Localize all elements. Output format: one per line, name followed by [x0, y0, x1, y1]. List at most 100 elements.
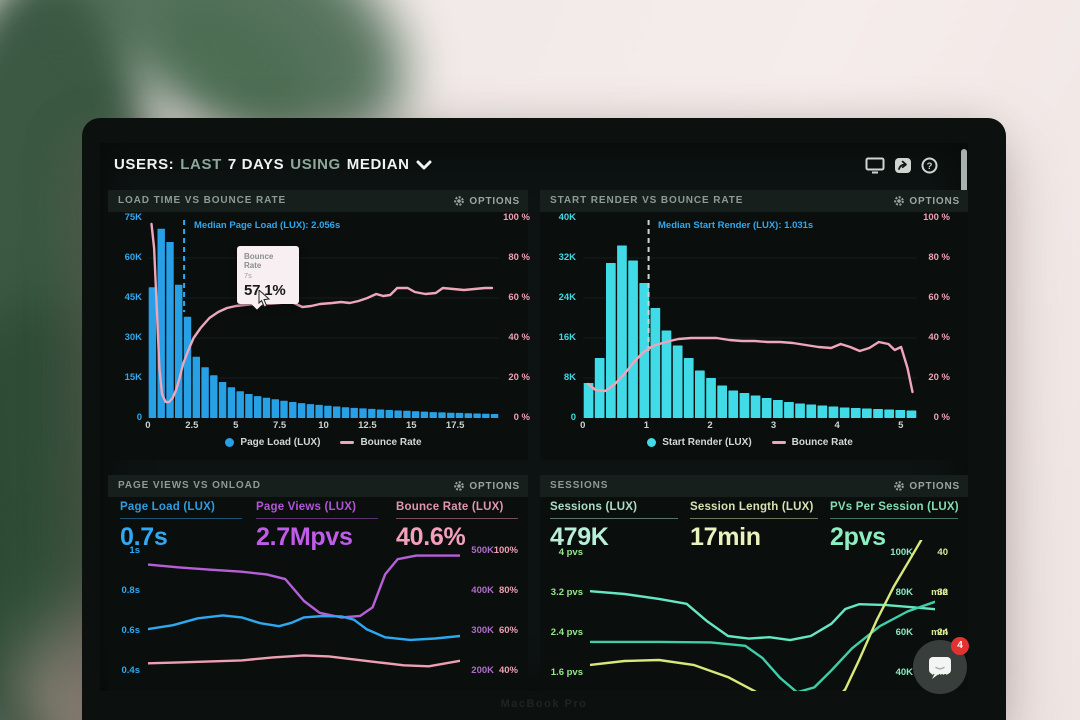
metric-rule: [830, 518, 958, 519]
y-axis-right-sessions-ticks: 100K 80K 60K 40K: [865, 533, 915, 691]
metric-value: 2.7Mpvs: [256, 523, 353, 551]
tick-label: 0.6s: [121, 625, 141, 636]
legend-item-start-render: Start Render (LUX): [647, 437, 752, 448]
tick-label: 32K: [558, 252, 576, 263]
title-days: 7 DAYS: [227, 156, 285, 173]
options-button[interactable]: OPTIONS: [894, 190, 960, 212]
options-button[interactable]: OPTIONS: [894, 475, 960, 497]
tick-label: 80 %: [508, 252, 530, 263]
panel-page-views-vs-onload: PAGE VIEWS VS ONLOAD OPTIONS Page Load (…: [108, 475, 528, 691]
page-title: USERS: LAST 7 DAYS USING MEDIAN: [114, 156, 432, 173]
tick-label: 40 %: [928, 332, 950, 343]
tick-label: 16K: [558, 332, 576, 343]
display-icon[interactable]: [865, 157, 885, 174]
start-render-series-marker: [647, 438, 657, 447]
gear-icon: [894, 481, 905, 491]
tick-label: 0.8s: [121, 585, 141, 596]
tick-label: 0: [580, 420, 586, 431]
metric-rule: [120, 518, 242, 519]
bounce-rate-series-marker: [771, 441, 786, 444]
page-views-line-chart[interactable]: [146, 540, 462, 691]
tick-label: 40 %: [508, 332, 530, 343]
tick-label: 5: [233, 420, 239, 431]
gear-icon: [454, 481, 465, 491]
tick-label: 80K: [895, 587, 913, 598]
options-label: OPTIONS: [469, 195, 520, 207]
panel-title: START RENDER VS BOUNCE RATE: [550, 195, 744, 206]
tick-label: 200K: [471, 665, 494, 676]
tick-label: 15: [406, 420, 417, 431]
legend-item-bounce-rate: Bounce Rate: [771, 437, 853, 448]
legend-item-bounce-rate: Bounce Rate: [340, 437, 422, 448]
chat-bubble-icon: [929, 656, 951, 679]
tick-label: 3.2 pvs: [550, 587, 583, 598]
options-label: OPTIONS: [909, 480, 960, 492]
tick-label: 0: [136, 412, 142, 423]
tick-label: 0 %: [933, 412, 950, 423]
start-render-histogram[interactable]: [583, 218, 917, 418]
chat-widget-button[interactable]: 4: [913, 637, 969, 694]
tick-label: 4: [834, 420, 840, 431]
y-axis-left-ticks: 4 pvs 3.2 pvs 2.4 pvs 1.6 pvs: [540, 533, 585, 691]
metric-value: 2pvs: [830, 523, 886, 551]
hover-tooltip: Bounce Rate 7s 57.1%: [237, 246, 299, 304]
top-bar: USERS: LAST 7 DAYS USING MEDIAN: [100, 143, 968, 371]
chart-legend: Page Load (LUX) Bounce Rate: [148, 437, 499, 448]
options-label: OPTIONS: [909, 195, 960, 207]
median-line-label: Median Page Load (LUX): 2.056s: [194, 220, 341, 231]
tick-label: 1: [643, 420, 650, 431]
panel-sessions: SESSIONS OPTIONS Sessions (LUX) 479K: [540, 475, 968, 691]
tick-label: 100 %: [503, 212, 530, 223]
options-label: OPTIONS: [469, 480, 520, 492]
metric-value: 479K: [550, 523, 609, 551]
tick-label: 60%: [498, 625, 518, 636]
options-button[interactable]: OPTIONS: [454, 475, 520, 497]
sessions-line-chart[interactable]: [588, 538, 937, 691]
tick-label: 0: [570, 412, 576, 423]
chevron-down-icon[interactable]: [416, 160, 432, 170]
tick-label: 40 min: [931, 547, 948, 598]
tick-label: 7.5: [273, 420, 287, 431]
metric-sessions: Sessions (LUX) 479K: [550, 501, 678, 552]
tick-label: 3: [770, 420, 777, 431]
tick-label: 17.5: [445, 420, 465, 431]
tick-label: 15K: [124, 372, 142, 383]
tick-label: 40%: [498, 665, 518, 676]
load-time-histogram[interactable]: [148, 218, 499, 418]
tick-label: 400K: [471, 585, 494, 596]
chat-unread-badge: 4: [951, 637, 969, 655]
tick-label: 60K: [895, 627, 913, 638]
tick-label: 20 %: [928, 372, 950, 383]
legend-label: Bounce Rate: [791, 437, 853, 448]
tooltip-x-value: 7s: [244, 271, 252, 280]
toolbar-icons: ?: [865, 157, 938, 174]
metric-label: Bounce Rate (LUX): [396, 501, 504, 513]
panel-title: LOAD TIME VS BOUNCE RATE: [118, 195, 287, 206]
metric-rule: [396, 518, 518, 519]
metric-label: Page Load (LUX): [120, 501, 216, 513]
legend-label: Page Load (LUX): [240, 437, 321, 448]
help-icon[interactable]: ?: [921, 157, 938, 174]
panel-load-time-vs-bounce: LOAD TIME VS BOUNCE RATE OPTIONS 75K 60K 4…: [108, 190, 530, 460]
tooltip-series: Bounce Rate: [244, 252, 274, 270]
dashboard-screen: USERS: LAST 7 DAYS USING MEDIAN: [100, 143, 968, 691]
tick-label: 60 %: [928, 292, 950, 303]
options-button[interactable]: OPTIONS: [454, 190, 520, 212]
tick-label: 2.4 pvs: [550, 627, 583, 638]
title-median: MEDIAN: [346, 156, 410, 173]
tick-label: 0: [145, 420, 151, 431]
tick-label: 4 pvs: [558, 547, 583, 558]
tick-label: 30K: [124, 332, 142, 343]
panel-header: START RENDER VS BOUNCE RATE OPTIONS: [540, 190, 968, 212]
y-axis-left-ticks: 1s 0.8s 0.6s 0.4s: [108, 531, 142, 691]
legend-item-page-load: Page Load (LUX): [225, 437, 320, 448]
panel-header: LOAD TIME VS BOUNCE RATE OPTIONS: [108, 190, 528, 212]
tick-label: 0.4s: [121, 665, 141, 676]
tick-label: 20 %: [508, 372, 530, 383]
tick-label: 24K: [558, 292, 576, 303]
tick-label: 60 %: [508, 292, 530, 303]
share-icon[interactable]: [894, 157, 912, 174]
tick-label: 80 %: [928, 252, 950, 263]
tick-label: 100%: [493, 545, 518, 556]
x-axis-ticks: 0 2.5 5 7.5 10 12.5 15 17.5: [126, 420, 477, 431]
